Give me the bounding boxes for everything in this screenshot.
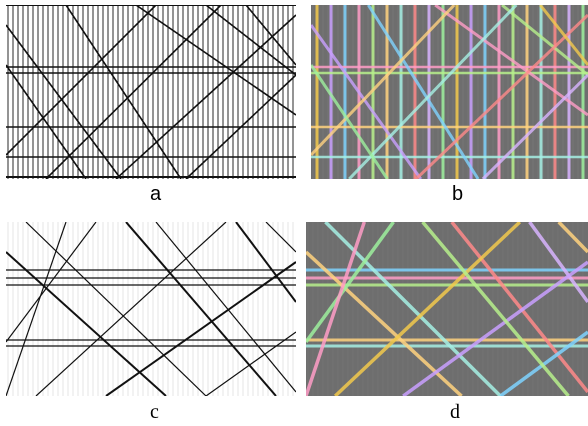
colored-diagonal-segment	[501, 5, 588, 77]
colored-diagonal-segment	[481, 73, 588, 179]
diagonal-line	[265, 222, 296, 253]
diagonal-line	[185, 74, 296, 179]
colored-diagonal-segment	[311, 5, 456, 157]
segmented-overlay-image	[311, 5, 588, 179]
colored-diagonal-segment	[539, 5, 588, 66]
diagonal-line	[65, 5, 182, 179]
diagonal-line	[6, 251, 167, 396]
caption-c: c	[150, 401, 159, 423]
colored-diagonal-segment	[434, 5, 588, 117]
line-drawing-image	[6, 5, 296, 179]
diagonal-line	[115, 14, 296, 179]
diagonal-line	[6, 64, 87, 179]
colored-diagonal-segment	[311, 24, 423, 179]
caption-b: b	[452, 183, 464, 205]
caption-d: d	[450, 401, 460, 423]
diagonal-line	[205, 331, 296, 396]
colored-diagonal-segment	[557, 222, 588, 254]
diagonal-line	[235, 222, 296, 303]
colored-diagonal-segment	[415, 13, 588, 179]
diagonal-line	[6, 5, 157, 156]
diagonal-line	[6, 24, 122, 179]
panel-b-segmented-overlay	[311, 5, 588, 179]
colored-diagonal-segment	[311, 64, 389, 179]
colored-diagonal-segment	[348, 5, 518, 179]
colored-diagonal-segment	[528, 222, 588, 304]
colored-diagonal-segment	[402, 260, 588, 396]
colored-diagonal-segment	[306, 222, 395, 344]
diagonal-line	[245, 5, 296, 66]
diagonal-line	[105, 261, 296, 396]
diagonal-line	[155, 222, 296, 393]
colored-diagonal-segment	[450, 222, 588, 394]
colored-diagonal-segment	[499, 330, 588, 396]
panel-d-segmented-overlay	[306, 222, 588, 396]
panel-a-line-drawing	[6, 5, 296, 179]
diagonal-line	[6, 222, 67, 396]
colored-diagonal-segment	[421, 222, 570, 396]
colored-diagonal-segment	[306, 222, 366, 396]
segmented-overlay-image	[306, 222, 588, 396]
panel-c-line-drawing	[6, 222, 296, 396]
diagonal-line	[205, 5, 296, 76]
diagonal-line	[35, 222, 227, 396]
colored-diagonal-segment	[367, 5, 480, 179]
line-drawing-image	[6, 222, 296, 396]
diagonal-line	[6, 222, 97, 343]
diagonal-line	[125, 222, 277, 396]
caption-a: a	[150, 183, 162, 205]
colored-diagonal-segment	[333, 222, 522, 396]
diagonal-line	[135, 5, 296, 116]
diagonal-line	[45, 5, 222, 179]
